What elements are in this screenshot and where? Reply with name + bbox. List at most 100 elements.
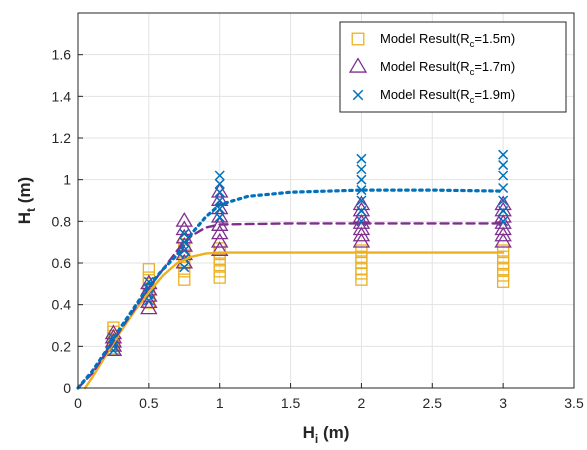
marker-x-stroke bbox=[214, 178, 225, 189]
data-point-x bbox=[179, 228, 190, 239]
data-point-triangle bbox=[210, 207, 229, 223]
data-point-square bbox=[355, 250, 368, 263]
marker-x-stroke bbox=[352, 89, 364, 101]
marker-x-stroke bbox=[498, 170, 509, 181]
legend-marker-triangle bbox=[348, 57, 368, 73]
series-1-fit-curve bbox=[76, 222, 505, 390]
x-axis-label: Hi (m) bbox=[303, 423, 350, 446]
data-point-triangle bbox=[210, 199, 229, 215]
data-point-x bbox=[214, 203, 225, 214]
marker-x-stroke bbox=[498, 195, 509, 206]
plot-frame bbox=[77, 12, 575, 389]
marker-x-stroke bbox=[179, 245, 190, 256]
x-tick-label: 1.5 bbox=[281, 395, 301, 411]
y-tick-label: 0.6 bbox=[52, 255, 72, 271]
data-point-square bbox=[496, 256, 510, 270]
marker-x-stroke bbox=[214, 195, 225, 206]
y-tick-label: 0.4 bbox=[52, 297, 72, 313]
marker-x-stroke bbox=[356, 185, 367, 196]
data-point-square bbox=[178, 265, 191, 278]
axis-ticks: 0 0.5 1 1.5 2 2.5 3 3.5 0 0.2 0.4 0.6 0.8 1 1.2 1.4 1.6 bbox=[52, 47, 584, 411]
data-point-square bbox=[496, 269, 510, 282]
legend-box bbox=[339, 21, 567, 113]
marker-x-stroke bbox=[214, 170, 225, 181]
x-tick-label: 3.5 bbox=[564, 395, 584, 411]
marker-x-stroke bbox=[356, 195, 367, 206]
x-tick-label: 2.5 bbox=[423, 395, 443, 411]
data-point-square bbox=[213, 258, 226, 272]
legend-entry-1-5m: Model Result(Rc=1.5m) bbox=[351, 31, 515, 50]
data-point-square bbox=[213, 265, 226, 278]
legend-entry-1-7m: Model Result(Rc=1.7m) bbox=[348, 57, 515, 78]
legend-label-1-9m: Model Result(Rc=1.9m) bbox=[380, 87, 515, 106]
data-point-triangle bbox=[210, 241, 229, 256]
marker-x-stroke bbox=[179, 262, 190, 273]
marker-x-stroke bbox=[498, 205, 509, 216]
data-point-square bbox=[355, 244, 368, 257]
legend-marker-square bbox=[351, 32, 365, 46]
marker-x-stroke bbox=[356, 164, 367, 175]
marker-x-stroke bbox=[214, 212, 225, 223]
legend-symbol bbox=[351, 32, 365, 46]
y-tick-label: 1.2 bbox=[52, 130, 72, 146]
data-point-square bbox=[496, 275, 510, 288]
data-point-square bbox=[178, 273, 191, 286]
marker-x-stroke bbox=[214, 187, 225, 198]
x-tick-label: 2 bbox=[358, 395, 366, 411]
data-point-x bbox=[498, 170, 509, 181]
data-point-x bbox=[214, 178, 225, 189]
data-point-triangle bbox=[210, 182, 229, 198]
data-point-square bbox=[213, 271, 226, 284]
marker-x-stroke bbox=[356, 153, 367, 164]
series-layer bbox=[76, 149, 512, 390]
marker-x-stroke bbox=[179, 228, 190, 239]
data-point-square bbox=[496, 250, 510, 263]
marker-x-stroke bbox=[356, 205, 367, 216]
x-tick-label: 3 bbox=[499, 395, 507, 411]
legend-symbol bbox=[352, 89, 364, 101]
y-tick-label: 1 bbox=[63, 172, 71, 188]
y-tick-label: 1.6 bbox=[52, 47, 72, 63]
data-point-square bbox=[496, 263, 510, 276]
data-point-triangle bbox=[210, 224, 229, 240]
data-point-triangle bbox=[175, 212, 194, 227]
data-point-triangle bbox=[210, 232, 229, 248]
data-point-x bbox=[214, 195, 225, 206]
data-point-square bbox=[355, 256, 368, 270]
marker-x-stroke bbox=[143, 276, 154, 287]
y-tick-label: 0 bbox=[63, 380, 71, 396]
marker-x-stroke bbox=[108, 345, 119, 356]
y-tick-label: 0.2 bbox=[52, 338, 72, 354]
x-tick-label: 0.5 bbox=[139, 395, 159, 411]
data-point-square bbox=[496, 244, 510, 257]
legend-entry-1-9m: Model Result(Rc=1.9m) bbox=[352, 87, 515, 106]
y-axis-label: Ht (m) bbox=[15, 177, 38, 224]
legend-label-1-5m: Model Result(Rc=1.5m) bbox=[380, 31, 515, 50]
x-tick-label: 0 bbox=[74, 395, 82, 411]
marker-x-stroke bbox=[356, 174, 367, 185]
data-point-x bbox=[179, 262, 190, 273]
legend: Model Result(Rc=1.5m) Model Result(Rc=1.… bbox=[339, 21, 567, 113]
data-point-x bbox=[214, 170, 225, 181]
data-point-x bbox=[356, 174, 367, 185]
legend-marker-x bbox=[352, 89, 364, 101]
data-point-x bbox=[356, 153, 367, 164]
data-point-x bbox=[498, 149, 509, 160]
legend-symbol bbox=[348, 57, 368, 73]
data-point-x bbox=[214, 187, 225, 198]
data-point-x bbox=[356, 195, 367, 206]
data-point-x bbox=[356, 164, 367, 175]
data-point-x bbox=[356, 205, 367, 216]
marker-x-stroke bbox=[498, 160, 509, 171]
marker-x-stroke bbox=[214, 203, 225, 214]
y-tick-label: 0.8 bbox=[52, 213, 72, 229]
y-tick-label: 1.4 bbox=[52, 88, 72, 104]
marker-x-stroke bbox=[356, 216, 367, 227]
x-tick-label: 1 bbox=[216, 395, 224, 411]
data-point-x bbox=[498, 205, 509, 216]
data-point-square bbox=[355, 263, 368, 276]
data-point-triangle bbox=[494, 195, 512, 211]
data-point-triangle bbox=[352, 195, 371, 211]
legend-label-1-7m: Model Result(Rc=1.7m) bbox=[380, 59, 515, 78]
